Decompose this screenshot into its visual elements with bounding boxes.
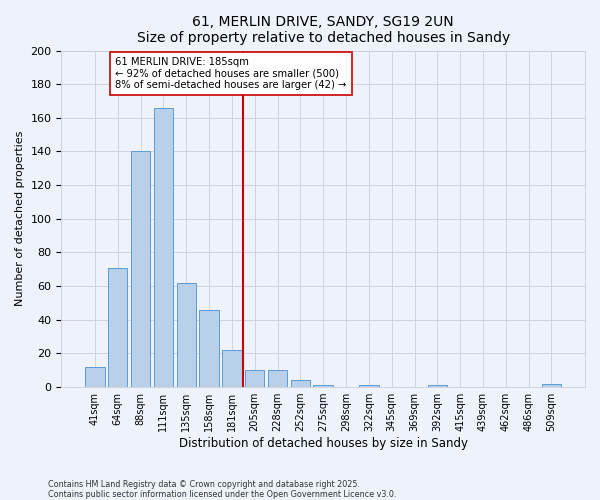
- Bar: [245, 370, 265, 387]
- Bar: [313, 386, 333, 387]
- Text: Contains HM Land Registry data © Crown copyright and database right 2025.
Contai: Contains HM Land Registry data © Crown c…: [48, 480, 397, 499]
- X-axis label: Distribution of detached houses by size in Sandy: Distribution of detached houses by size …: [179, 437, 468, 450]
- Bar: [176, 283, 196, 387]
- Bar: [290, 380, 310, 387]
- Bar: [154, 108, 173, 387]
- Title: 61, MERLIN DRIVE, SANDY, SG19 2UN
Size of property relative to detached houses i: 61, MERLIN DRIVE, SANDY, SG19 2UN Size o…: [137, 15, 510, 45]
- Bar: [542, 384, 561, 387]
- Bar: [222, 350, 242, 387]
- Bar: [199, 310, 219, 387]
- Bar: [108, 268, 127, 387]
- Bar: [85, 367, 104, 387]
- Bar: [268, 370, 287, 387]
- Text: 61 MERLIN DRIVE: 185sqm
← 92% of detached houses are smaller (500)
8% of semi-de: 61 MERLIN DRIVE: 185sqm ← 92% of detache…: [115, 58, 347, 90]
- Bar: [359, 386, 379, 387]
- Bar: [428, 386, 447, 387]
- Bar: [131, 152, 150, 387]
- Y-axis label: Number of detached properties: Number of detached properties: [15, 131, 25, 306]
